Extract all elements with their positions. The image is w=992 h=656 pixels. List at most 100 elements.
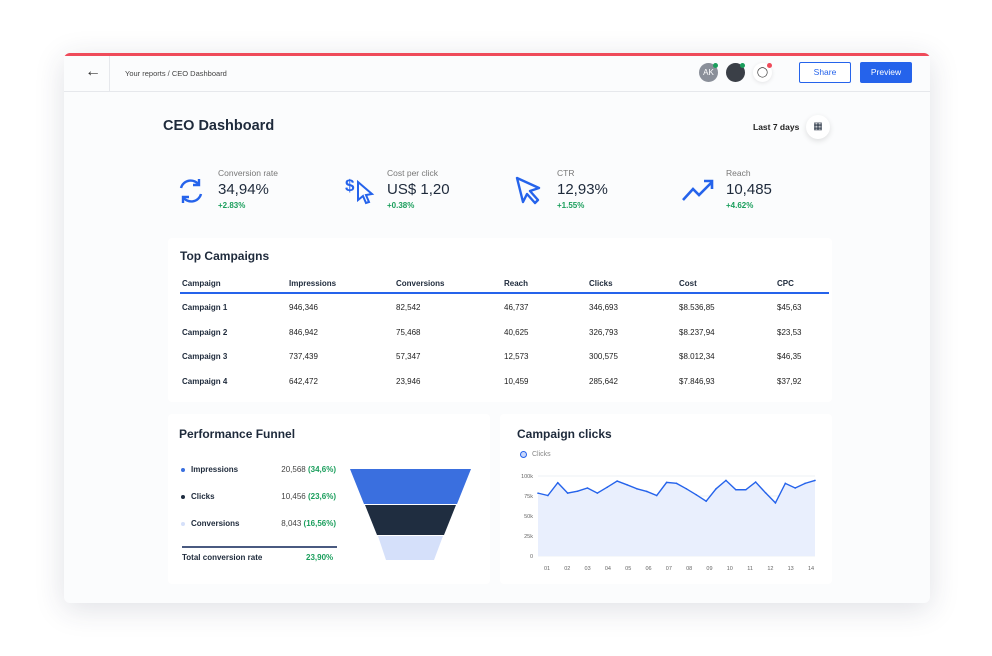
share-button[interactable]: Share [799, 62, 851, 83]
preview-button[interactable]: Preview [860, 62, 912, 83]
card-title: Top Campaigns [180, 249, 270, 263]
column-header[interactable]: Impressions [289, 279, 337, 288]
refresh-icon [179, 179, 203, 203]
x-tick-label: 11 [747, 566, 753, 572]
table-cell: 40,625 [504, 327, 529, 337]
table-cell: 346,693 [589, 303, 618, 312]
data-point [675, 482, 678, 485]
data-point [695, 494, 698, 496]
card-title: Performance Funnel [179, 427, 296, 441]
table-cell: 10,459 [504, 376, 529, 386]
data-point [715, 488, 717, 490]
data-point [646, 490, 648, 493]
kpi-delta: +0.38% [387, 201, 415, 210]
funnel-label: Conversions [191, 519, 240, 528]
funnel-count: 8,043 [281, 519, 302, 528]
dollar-cursor-icon: $ [345, 176, 375, 205]
data-point [804, 482, 806, 485]
table-cell: $8.237,94 [679, 327, 715, 337]
comment-icon[interactable]: ◯ [753, 63, 772, 82]
divider [109, 56, 110, 92]
funnel-stage-conversions [378, 536, 443, 560]
kpi-value: 10,485 [726, 181, 772, 198]
legend-dot [181, 468, 185, 472]
kpi-delta: +4.62% [726, 201, 754, 210]
column-header[interactable]: CPC [777, 279, 794, 288]
table-cell: $7.846,93 [679, 376, 715, 386]
x-tick-label: 02 [564, 566, 570, 572]
total-value: 23,90% [306, 553, 334, 562]
campaign-name: Campaign 1 [182, 303, 228, 312]
funnel-value: 8,043 (16,56%) [281, 519, 336, 528]
kpi-value: 12,93% [557, 181, 608, 198]
column-header[interactable]: Campaign [182, 279, 221, 288]
data-point [655, 494, 658, 497]
header-underline [180, 292, 829, 294]
data-point [794, 487, 797, 489]
column-header[interactable]: Reach [504, 279, 529, 288]
data-point [576, 490, 579, 492]
area-fill [538, 480, 815, 556]
y-tick-label: 100k [521, 474, 533, 480]
legend-label[interactable]: Clicks [532, 451, 551, 458]
x-tick-label: 06 [645, 566, 651, 572]
data-point [566, 492, 569, 494]
x-tick-label: 05 [625, 566, 631, 572]
legend-dot [181, 495, 185, 499]
column-header[interactable]: Cost [679, 279, 697, 288]
data-point [784, 482, 787, 485]
data-point [537, 492, 539, 494]
data-point [626, 484, 628, 486]
kpi-label: Reach [726, 168, 751, 178]
y-tick-label: 25k [524, 534, 533, 540]
funnel-count: 20,568 [281, 465, 306, 474]
table-cell: $8.536,85 [679, 303, 715, 312]
funnel-percent: (16,56%) [303, 519, 336, 528]
svg-text:$: $ [345, 176, 355, 195]
kpi-value: US$ 1,20 [387, 181, 450, 198]
column-header[interactable]: Clicks [589, 279, 613, 288]
funnel-label: Impressions [191, 465, 239, 474]
total-label: Total conversion rate [182, 553, 263, 562]
data-point [754, 481, 757, 483]
data-point [685, 488, 688, 490]
kpi-value: 34,94% [218, 181, 269, 198]
funnel-stage-impressions [350, 469, 471, 504]
top-bar [64, 56, 930, 92]
campaign-name: Campaign 4 [182, 376, 228, 386]
legend-dot [181, 522, 185, 526]
data-point [606, 486, 609, 488]
kpi-delta: +2.83% [218, 201, 246, 210]
table-cell: 737,439 [289, 352, 318, 361]
data-point [774, 502, 777, 504]
x-tick-label: 14 [808, 566, 814, 572]
table-cell: 285,642 [589, 376, 618, 386]
avatar-photo[interactable] [726, 63, 745, 82]
data-point [764, 492, 767, 494]
table-cell: 46,737 [504, 303, 529, 312]
data-point [744, 488, 747, 491]
calendar-icon[interactable]: ▦ [806, 115, 830, 139]
table-cell: 82,542 [396, 303, 421, 312]
top-campaigns-card [168, 238, 832, 402]
table-cell: $45,63 [777, 303, 802, 312]
data-point [705, 500, 707, 502]
data-point [596, 492, 599, 494]
back-arrow-icon[interactable]: ← [85, 63, 101, 80]
x-tick-label: 09 [706, 566, 712, 572]
avatar[interactable]: AK [699, 63, 718, 82]
campaign-name: Campaign 2 [182, 327, 228, 337]
x-tick-label: 08 [686, 566, 692, 572]
column-header[interactable]: Conversions [396, 279, 445, 288]
breadcrumb[interactable]: Your reports / CEO Dashboard [125, 69, 227, 78]
table-cell: 846,942 [289, 327, 318, 337]
data-point [547, 494, 549, 497]
x-tick-label: 07 [666, 566, 672, 572]
x-tick-label: 04 [605, 566, 611, 572]
x-tick-label: 03 [585, 566, 591, 572]
date-range[interactable]: Last 7 days [753, 122, 800, 132]
y-tick-label: 75k [524, 494, 533, 500]
page-title: CEO Dashboard [163, 118, 275, 134]
data-point [665, 481, 668, 484]
table-cell: 326,793 [589, 327, 618, 337]
